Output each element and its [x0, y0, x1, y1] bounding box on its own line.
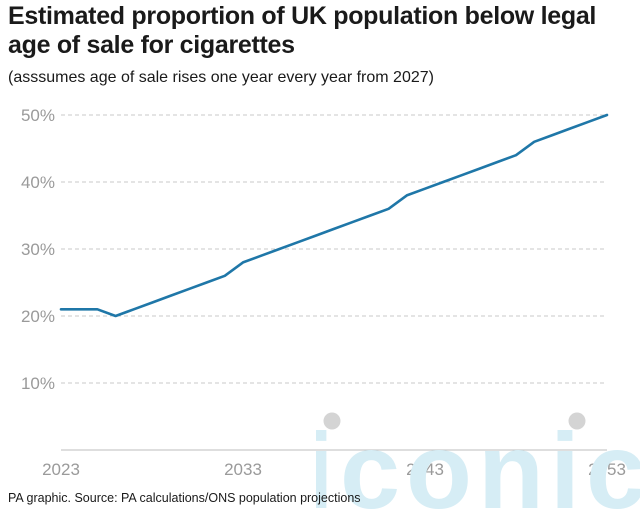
y-axis-tick-labels: 10% 20% 30% 40% 50% — [21, 106, 55, 393]
data-point-2043 — [424, 187, 427, 190]
watermark-dot — [323, 412, 341, 430]
series-line — [59, 113, 609, 318]
series-line-path — [59, 113, 609, 318]
data-point-2031 — [205, 281, 208, 284]
data-point-2037 — [315, 234, 318, 237]
y-tick-label: 10% — [21, 374, 55, 393]
watermark-logo: iconic — [316, 410, 640, 511]
source-note: PA graphic. Source: PA calculations/ONS … — [8, 491, 361, 505]
data-point-2032 — [224, 275, 227, 278]
data-point-2034 — [260, 254, 263, 257]
data-point-2026 — [114, 315, 117, 318]
data-point-2040 — [369, 214, 372, 217]
gridlines — [61, 114, 607, 384]
data-point-2027 — [133, 308, 136, 311]
y-tick-label: 50% — [21, 106, 55, 125]
data-point-2033 — [242, 261, 245, 264]
x-axis-tick-labels: 2023 2033 2043 2053 — [42, 460, 626, 479]
data-point-2053 — [606, 114, 609, 117]
data-point-2025 — [96, 308, 99, 311]
y-tick-label: 20% — [21, 307, 55, 326]
line-chart: 10% 20% 30% 40% 50% 2023 2033 2043 2053 — [21, 106, 626, 479]
watermark-dot — [568, 412, 586, 430]
data-point-2030 — [187, 288, 190, 291]
x-tick-label: 2023 — [42, 460, 80, 479]
data-point-2044 — [442, 181, 445, 184]
data-point-2039 — [351, 221, 354, 224]
data-point-2042 — [406, 194, 409, 197]
x-tick-label: 2033 — [224, 460, 262, 479]
data-point-2038 — [333, 228, 336, 231]
data-point-2028 — [151, 301, 154, 304]
y-tick-label: 30% — [21, 240, 55, 259]
data-point-2029 — [169, 295, 172, 298]
x-tick-label: 2043 — [406, 460, 444, 479]
data-point-2024 — [78, 308, 81, 311]
chart-title: Estimated proportion of UK population be… — [8, 2, 597, 59]
data-point-2049 — [533, 141, 536, 144]
x-tick-label: 2053 — [588, 460, 626, 479]
data-point-2048 — [515, 154, 518, 157]
data-point-2052 — [588, 120, 591, 123]
data-point-2041 — [387, 208, 390, 211]
data-point-2036 — [296, 241, 299, 244]
data-point-2046 — [478, 167, 481, 170]
chart-subtitle: (asssumes age of sale rises one year eve… — [8, 69, 434, 86]
watermark-dots — [323, 412, 586, 430]
data-point-2047 — [497, 161, 500, 164]
data-point-2051 — [569, 127, 572, 130]
data-point-2050 — [551, 134, 554, 137]
y-tick-label: 40% — [21, 173, 55, 192]
data-point-2045 — [460, 174, 463, 177]
watermark-text: iconic — [316, 410, 640, 511]
data-point-2035 — [278, 248, 281, 251]
data-point-2023 — [60, 308, 63, 311]
